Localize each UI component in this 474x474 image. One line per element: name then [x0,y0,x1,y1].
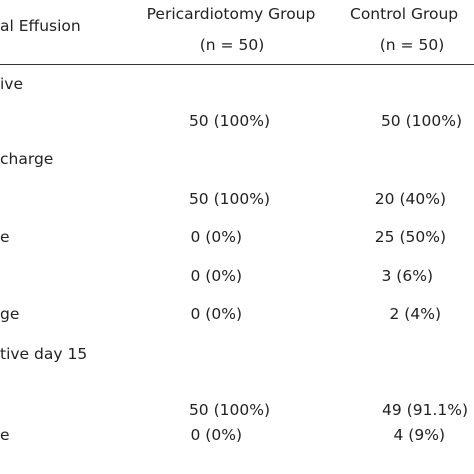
header-stub: al Effusion [0,17,81,35]
row-label: e [0,426,10,444]
row-group1-value: 0 (0%) [190,426,242,444]
header-group2-n: (n = 50) [379,36,445,54]
row-label: tive day 15 [0,345,88,363]
row-group1-value: 50 (100%) [188,190,270,208]
row-group1-value: 0 (0%) [190,305,242,323]
header-rule [0,64,474,65]
header-group1-n: (n = 50) [199,36,265,54]
row-group1-value: 0 (0%) [190,228,242,246]
row-label: ive [0,75,24,93]
row-group2-value: 4 (9%) [393,426,445,444]
row-label: e [0,228,10,246]
header-group1-name: Pericardiotomy Group [146,5,316,23]
header-group2-name: Control Group [350,5,459,23]
row-group2-value: 3 (6%) [381,267,433,285]
row-label: ge [0,305,20,323]
row-group2-value: 20 (40%) [374,190,446,208]
row-group2-value: 2 (4%) [389,305,441,323]
row-group1-value: 50 (100%) [188,112,270,130]
row-group2-value: 50 (100%) [380,112,462,130]
row-label: charge [0,150,54,168]
row-group2-value: 49 (91.1%) [382,401,468,419]
row-group2-value: 25 (50%) [374,228,446,246]
row-group1-value: 50 (100%) [188,401,270,419]
row-group1-value: 0 (0%) [190,267,242,285]
